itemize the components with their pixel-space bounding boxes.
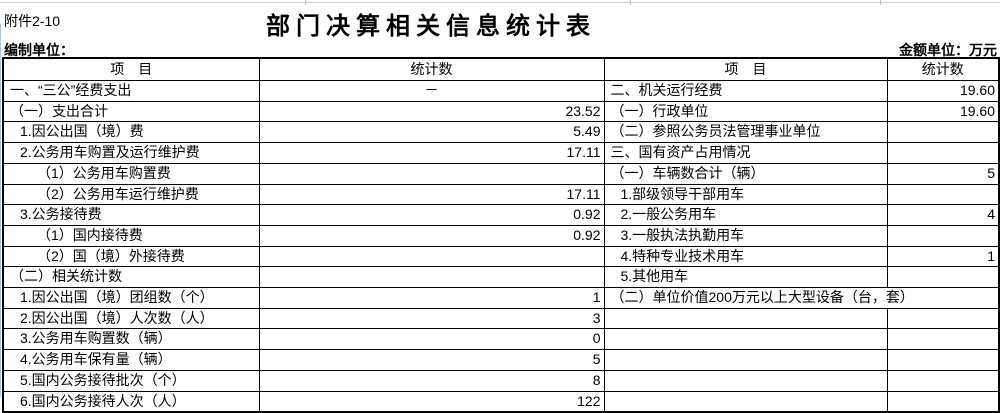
statistics-table: 项 目 统计数 项 目 统计数 一、“三公”经费支出 － 二、机关运行经费 19…: [2, 57, 1000, 413]
table-row: 1.因公出国（境）团组数（个） 1 （二）单位价值200万元以上大型设备（台，套…: [2, 287, 1000, 309]
item-cell: 2.因公出国（境）人次数（人）: [2, 307, 260, 330]
item-cell: （2）公务用车运行维护费: [2, 183, 260, 206]
grid-tick: [630, 0, 631, 5]
grid-tick: [880, 0, 881, 5]
table-row: 2.因公出国（境）人次数（人） 3: [2, 307, 1000, 330]
table-row: （2）公务用车运行维护费 17.11 1.部级领导干部用车: [2, 183, 1000, 206]
top-gridline: [0, 2, 1000, 3]
item-cell: 一、“三公”经费支出: [2, 80, 260, 102]
value-cell: [886, 183, 1000, 206]
item-cell: [603, 349, 888, 371]
item-cell: 3.公务接待费: [2, 204, 260, 226]
value-cell: 5: [258, 349, 605, 371]
item-cell: [603, 328, 888, 351]
value-cell: [886, 307, 1000, 330]
item-cell: 6.国内公务接待人次（人）: [2, 390, 260, 413]
column-header-stat-right: 统计数: [886, 57, 1000, 81]
value-cell: 19.60: [886, 100, 1000, 123]
item-cell: （1）国内接待费: [2, 224, 260, 247]
value-cell: 17.11: [258, 142, 605, 164]
value-cell: [886, 328, 1000, 351]
table-row: 5.国内公务接待批次（个） 8: [2, 369, 1000, 392]
item-cell: 5.国内公务接待批次（个）: [2, 369, 260, 392]
item-cell: （二）相关统计数: [2, 266, 260, 289]
column-header-item-right: 项 目: [603, 57, 888, 81]
value-cell: [258, 266, 605, 289]
table-row: 1.因公出国（境）费 5.49 （二）参照公务员法管理事业单位: [2, 121, 1000, 144]
item-cell: 5.其他用车: [603, 266, 888, 289]
table-row: 6.国内公务接待人次（人） 122: [2, 390, 1000, 413]
grid-tick: [305, 0, 306, 5]
item-cell: [603, 390, 888, 413]
value-cell: 122: [258, 390, 605, 413]
item-cell-merged: （二）单位价值200万元以上大型设备（台，套）: [603, 287, 1000, 309]
item-cell: 二、机关运行经费: [603, 80, 888, 102]
item-cell: 4.特种专业技术用车: [603, 245, 888, 268]
value-cell: 19.60: [886, 80, 1000, 102]
table-row: （1）国内接待费 0.92 3.一般执法执勤用车: [2, 224, 1000, 247]
item-cell: （二）参照公务员法管理事业单位: [603, 121, 888, 144]
value-cell: 1: [886, 245, 1000, 268]
item-cell: [603, 369, 888, 392]
table-row: 3.公务用车购置数（辆） 0: [2, 328, 1000, 351]
value-cell: 5.49: [258, 121, 605, 144]
attachment-label: 附件2-10: [4, 13, 61, 29]
column-header-stat-left: 统计数: [258, 57, 605, 81]
table-row: （2）国（境）外接待费 4.特种专业技术用车 1: [2, 245, 1000, 268]
value-cell: [886, 349, 1000, 371]
table-row: （二）相关统计数 5.其他用车: [2, 266, 1000, 289]
item-cell: （一）行政单位: [603, 100, 888, 123]
value-cell: [258, 245, 605, 268]
item-cell: 1.因公出国（境）团组数（个）: [2, 287, 260, 309]
value-cell: 0: [258, 328, 605, 351]
prepared-by-label: 编制单位：: [4, 42, 74, 58]
table-row: （一）支出合计 23.52 （一）行政单位 19.60: [2, 100, 1000, 123]
value-cell: －: [258, 80, 605, 102]
item-cell: 1.部级领导干部用车: [603, 183, 888, 206]
value-cell: [258, 162, 605, 185]
value-cell: 5: [886, 162, 1000, 185]
column-header-item-left: 项 目: [2, 57, 260, 81]
value-cell: 23.52: [258, 100, 605, 123]
value-cell: 0.92: [258, 224, 605, 247]
table-row: 3.公务接待费 0.92 2.一般公务用车 4: [2, 204, 1000, 226]
value-cell: [886, 121, 1000, 144]
value-cell: 3: [258, 307, 605, 330]
table-row: （1）公务用车购置费 （一）车辆数合计（辆） 5: [2, 162, 1000, 185]
item-cell: 2.公务用车购置及运行维护费: [2, 142, 260, 164]
page-title: 部门决算相关信息统计表: [266, 13, 596, 40]
table-row: 4.公务用车保有量（辆） 5: [2, 349, 1000, 371]
value-cell: [886, 369, 1000, 392]
value-cell: 1: [258, 287, 605, 309]
table-header-row: 项 目 统计数 项 目 统计数: [2, 57, 1000, 81]
left-gridline: [0, 24, 1, 397]
value-cell: 8: [258, 369, 605, 392]
value-cell: 17.11: [258, 183, 605, 206]
item-cell: 三、国有资产占用情况: [603, 142, 888, 164]
value-cell: [886, 142, 1000, 164]
item-cell: （一）支出合计: [2, 100, 260, 123]
value-cell: [886, 224, 1000, 247]
item-cell: （1）公务用车购置费: [2, 162, 260, 185]
item-cell: 2.一般公务用车: [603, 204, 888, 226]
value-cell: [886, 266, 1000, 289]
amount-unit-label: 金额单位：万元: [899, 42, 997, 58]
item-cell: （一）车辆数合计（辆）: [603, 162, 888, 185]
value-cell: 0.92: [258, 204, 605, 226]
item-cell: （2）国（境）外接待费: [2, 245, 260, 268]
item-cell: 3.公务用车购置数（辆）: [2, 328, 260, 351]
value-cell: 4: [886, 204, 1000, 226]
table-row: 2.公务用车购置及运行维护费 17.11 三、国有资产占用情况: [2, 142, 1000, 164]
value-cell: [886, 390, 1000, 413]
item-cell: 3.一般执法执勤用车: [603, 224, 888, 247]
table-row: 一、“三公”经费支出 － 二、机关运行经费 19.60: [2, 80, 1000, 102]
item-cell: [603, 307, 888, 330]
item-cell: 4.公务用车保有量（辆）: [2, 349, 260, 371]
item-cell: 1.因公出国（境）费: [2, 121, 260, 144]
